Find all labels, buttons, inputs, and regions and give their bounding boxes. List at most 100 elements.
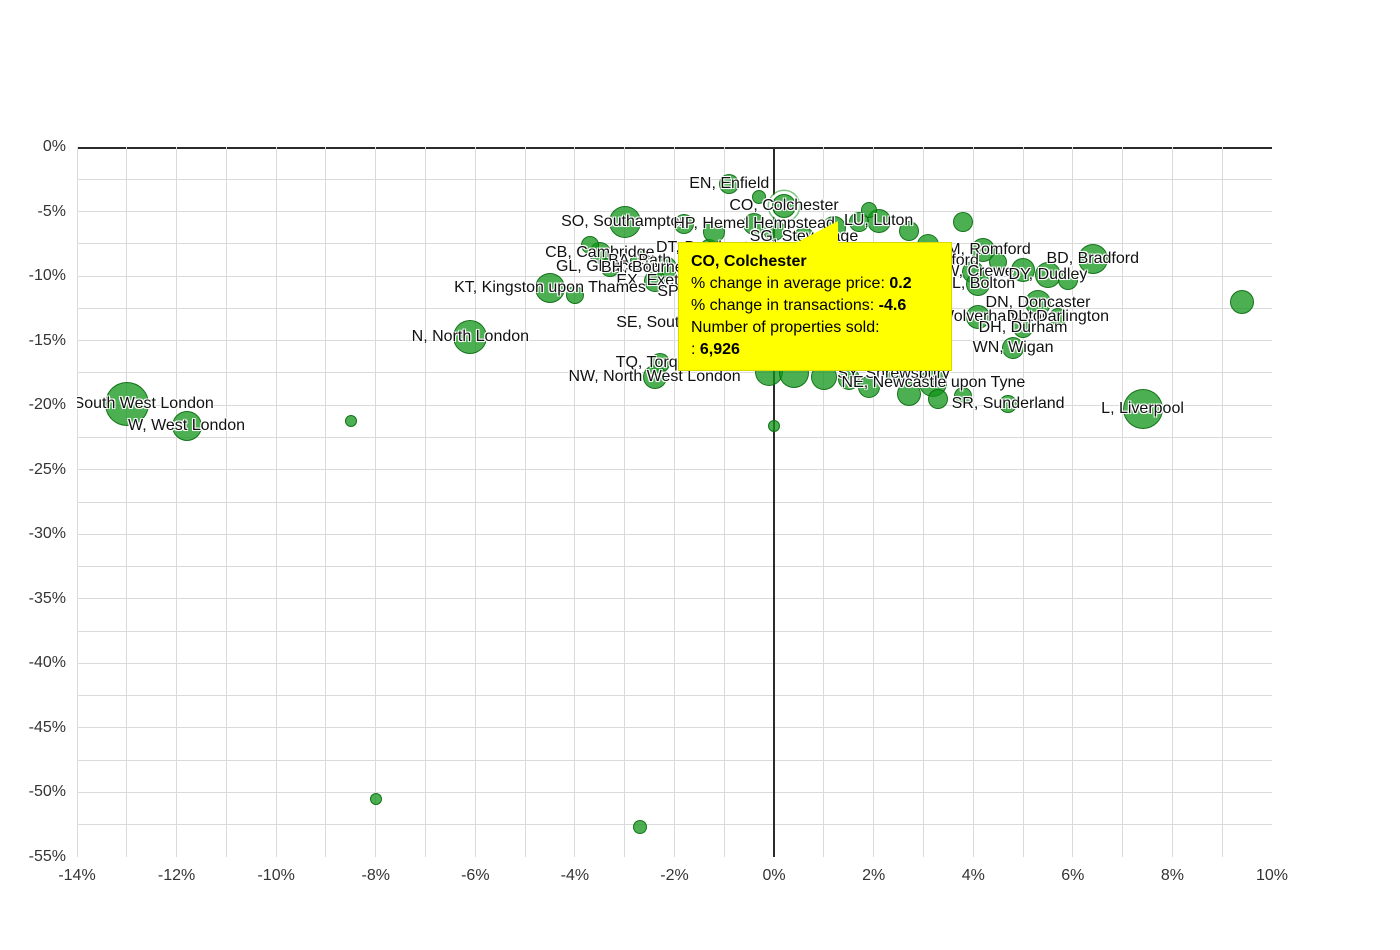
bubble[interactable] [860, 202, 877, 219]
y-axis-tick-label: -55% [28, 848, 66, 865]
gridline-vertical [275, 147, 277, 857]
gridline-vertical [176, 147, 178, 857]
bubble-label: WN, Wigan [972, 339, 1054, 357]
bubble-label: HP, Hemel Hempstead [673, 215, 835, 233]
gridline-vertical [126, 147, 128, 857]
tooltip-pointer-icon [792, 221, 838, 245]
bubble[interactable] [896, 381, 921, 406]
bubble[interactable] [104, 381, 149, 426]
bubble[interactable] [1122, 389, 1163, 430]
x-axis-tick-label: 0% [762, 867, 786, 884]
bubble[interactable] [898, 220, 919, 241]
bubble[interactable] [848, 211, 869, 232]
bubble-label: BL, Bolton [941, 274, 1016, 292]
tooltip-row-label: Number of properties sold: [691, 319, 880, 336]
bubble[interactable] [763, 218, 786, 241]
bubble-label: SO, Southampton [561, 212, 689, 230]
bubble[interactable] [674, 214, 695, 235]
gridline-vertical [524, 147, 526, 857]
bubble-label: EN, Enfield [689, 175, 770, 193]
x-axis-tick-label: -10% [257, 867, 295, 884]
bubble[interactable] [580, 236, 599, 255]
bubble[interactable] [768, 419, 781, 432]
tooltip-row-value: -4.6 [878, 297, 907, 314]
bubble[interactable] [1013, 317, 1034, 338]
bubble-label: SW, South West London [77, 394, 214, 412]
bubble[interactable] [642, 364, 667, 389]
tooltip-row-value: 0.2 [889, 275, 912, 292]
tooltip-row-label: % change in average price: [691, 275, 890, 292]
bubble[interactable] [643, 270, 666, 293]
bubble[interactable] [599, 257, 620, 278]
x-axis-tick-label: -4% [560, 867, 590, 884]
bubble[interactable] [344, 414, 357, 427]
bubble[interactable] [632, 820, 647, 835]
bubble-label: LU, Luton [843, 211, 914, 229]
bubble-label: NW, North West London [568, 367, 741, 385]
plot-area: EN, Enfield SO, Southampton HP, Hemel Hemp… [77, 147, 1272, 857]
tooltip-row: : 6,926 [691, 339, 939, 361]
bubble[interactable] [953, 211, 974, 232]
bubble[interactable] [928, 388, 949, 409]
gridline-vertical [375, 147, 377, 857]
bubble-label: L, Liverpool [1101, 400, 1184, 418]
bubble[interactable] [1024, 290, 1051, 317]
bubble[interactable] [719, 174, 740, 195]
gridline-vertical [425, 147, 427, 857]
gridline-vertical [1072, 147, 1074, 857]
bubble-label: GL, Gloucester [555, 258, 664, 276]
tooltip-row-label: : [691, 341, 700, 358]
bubble[interactable] [1048, 308, 1067, 327]
bubble-label: CB, Cambridge [545, 243, 655, 261]
bubble[interactable] [752, 190, 767, 205]
tooltip-row: Number of properties sold: [691, 317, 939, 339]
bubble[interactable] [608, 205, 641, 238]
y-axis-tick-label: -5% [37, 202, 66, 220]
bubble-label: DH, Durham [978, 318, 1068, 336]
bubble[interactable] [535, 272, 566, 303]
y-axis-tick-label: -20% [28, 396, 66, 414]
bubble[interactable] [1057, 269, 1078, 290]
bubble[interactable] [171, 410, 202, 441]
y-axis-tick-label: -45% [28, 718, 66, 736]
bubble-label: DL, Darlington [1006, 308, 1110, 326]
bubble[interactable] [1011, 257, 1036, 282]
bubble[interactable] [989, 252, 1008, 271]
x-axis-tick-label: 2% [862, 867, 886, 884]
y-axis-tick-label: -35% [28, 589, 66, 607]
bubble[interactable] [453, 319, 488, 354]
bubble-label: KT, Kingston upon Thames [454, 278, 646, 296]
gridline-vertical [225, 147, 227, 857]
tooltip-row: % change in transactions: -4.6 [691, 295, 939, 317]
gridline-vertical [1122, 147, 1124, 857]
x-axis-tick-label: -14% [58, 867, 96, 884]
bubble[interactable] [772, 194, 797, 219]
gridline-vertical [77, 147, 78, 857]
bubble[interactable] [954, 387, 973, 406]
bubble[interactable] [629, 250, 650, 271]
y-axis-tick-label: -15% [28, 331, 66, 349]
gridline-vertical [873, 147, 875, 857]
bubble[interactable] [369, 792, 382, 805]
bubble-label: CW, Crewe [932, 263, 1014, 281]
y-axis-tick-label: -30% [28, 525, 66, 543]
bubble[interactable] [966, 305, 991, 330]
gridline-vertical [1271, 147, 1272, 857]
gridline-vertical [474, 147, 476, 857]
gridline-vertical [674, 147, 675, 857]
tooltip-row-value: 6,926 [699, 341, 740, 358]
tooltip-row-label: % change in transactions: [691, 297, 879, 314]
gridline-vertical [325, 147, 327, 857]
y-axis-tick-label: -50% [28, 783, 66, 801]
gridline-vertical [723, 147, 725, 857]
bubble[interactable] [857, 376, 880, 399]
bubble[interactable] [1002, 337, 1025, 360]
gridline-vertical [1022, 147, 1024, 857]
bubble[interactable] [565, 286, 584, 305]
bubble[interactable] [1230, 289, 1255, 314]
bubble[interactable] [966, 271, 991, 296]
bubble[interactable] [999, 394, 1018, 413]
gridline-vertical [922, 147, 924, 857]
bubble[interactable] [1077, 244, 1108, 275]
bubble-label: SR, Sunderland [951, 394, 1065, 412]
